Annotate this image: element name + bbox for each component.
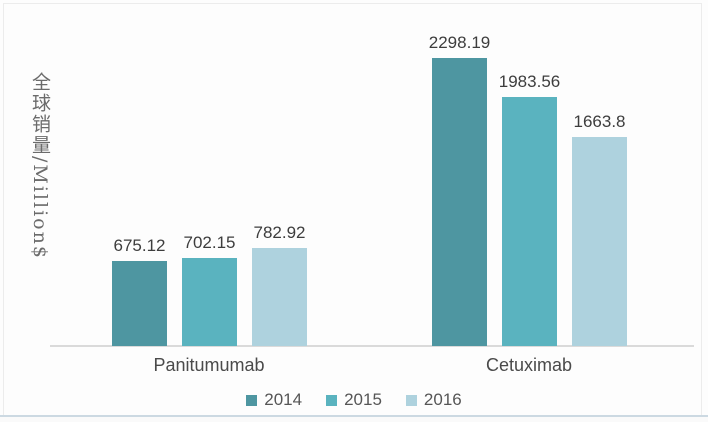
legend-label-2016: 2016 <box>423 390 462 409</box>
legend-swatch-2015 <box>326 394 338 406</box>
bottom-margin <box>0 417 708 422</box>
legend-label-2015: 2015 <box>344 390 382 409</box>
bar-cetuximab-2015 <box>502 97 557 346</box>
category-label-cetuximab: Cetuximab <box>485 355 573 375</box>
bar-value-label-panitumumab-2014: 675.12 <box>113 236 166 255</box>
legend-swatch-2016 <box>405 394 417 406</box>
legend-label-2014: 2014 <box>264 390 303 409</box>
legend-swatch-2014 <box>246 394 258 406</box>
bar-value-label-panitumumab-2016: 782.92 <box>253 223 306 242</box>
bottom-divider <box>0 415 708 417</box>
bar-value-label-cetuximab-2014: 2298.19 <box>428 33 491 52</box>
bar-cetuximab-2014 <box>432 58 487 346</box>
bar-value-label-cetuximab-2015: 1983.56 <box>498 72 561 91</box>
x-axis-line <box>50 345 694 347</box>
category-label-panitumumab: Panitumumab <box>153 355 265 375</box>
bar-panitumumab-2014 <box>112 261 167 346</box>
bar-panitumumab-2015 <box>182 258 237 346</box>
bar-value-label-panitumumab-2015: 702.15 <box>183 233 236 252</box>
bar-panitumumab-2016 <box>252 248 307 346</box>
legend-item-2014: 2014 <box>246 390 302 410</box>
bar-cetuximab-2016 <box>572 137 627 346</box>
legend-item-2015: 2015 <box>326 390 382 410</box>
legend-item-2016: 2016 <box>405 390 462 410</box>
y-axis-label: 全球销量/Million$ <box>29 72 51 260</box>
bar-value-label-cetuximab-2016: 1663.8 <box>573 112 626 131</box>
legend: 2014 2015 2016 <box>0 390 708 410</box>
